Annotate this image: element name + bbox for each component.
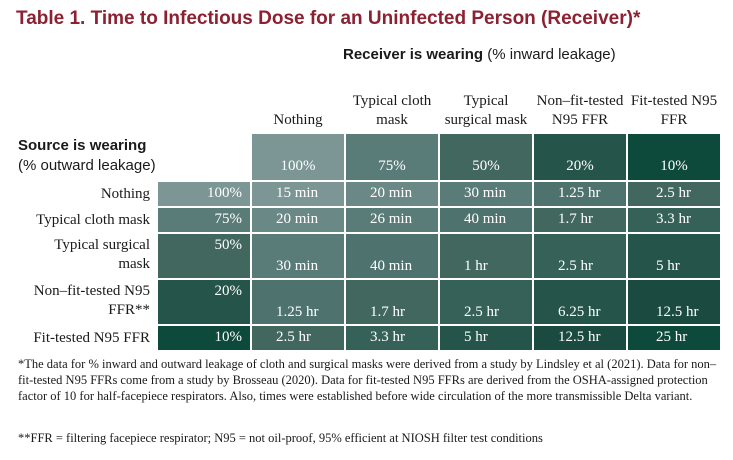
column-header-percent: 75% — [346, 134, 438, 180]
column-header-label: Typical cloth mask — [352, 93, 432, 128]
row-source-percent: 100% — [158, 182, 250, 206]
table-cell: 25 hr — [628, 326, 720, 350]
column-header-percent: 100% — [252, 134, 344, 180]
table-cell: 26 min — [346, 208, 438, 232]
receiver-header-note: (% inward leakage) — [483, 46, 616, 63]
row-source-percent: 20% — [158, 280, 250, 324]
column-header-label: Typical surgical mask — [444, 93, 528, 128]
table-cell: 40 min — [346, 234, 438, 278]
table-title: Table 1. Time to Infectious Dose for an … — [16, 8, 641, 29]
row-label: Typical surgical mask — [54, 237, 150, 272]
table-cell: 15 min — [252, 182, 344, 206]
table-cell: 12.5 hr — [534, 326, 626, 350]
table-cell: 1.25 hr — [534, 182, 626, 206]
row-label: Nothing — [100, 186, 150, 202]
receiver-header-bold: Receiver is wearing — [343, 46, 484, 63]
table-cell: 2.5 hr — [440, 280, 532, 324]
table-cell: 40 min — [440, 208, 532, 232]
column-header-label: Fit-tested N95 FFR — [630, 93, 718, 128]
table-cell: 2.5 hr — [534, 234, 626, 278]
table-cell: 1.7 hr — [346, 280, 438, 324]
table-cell: 1.25 hr — [252, 280, 344, 324]
table-cell: 30 min — [440, 182, 532, 206]
row-label: Fit-tested N95 FFR — [33, 330, 150, 346]
table-cell: 1.7 hr — [534, 208, 626, 232]
table-cell: 2.5 hr — [628, 182, 720, 206]
column-header-percent: 10% — [628, 134, 720, 180]
source-header-note: (% outward leakage) — [18, 157, 156, 174]
row-source-percent: 10% — [158, 326, 250, 350]
source-header: Source is wearing (% outward leakage) — [18, 136, 156, 176]
row-source-percent: 50% — [158, 234, 250, 278]
table-cell: 3.3 hr — [346, 326, 438, 350]
source-header-bold: Source is wearing — [18, 137, 147, 154]
table-cell: 2.5 hr — [252, 326, 344, 350]
table-cell: 20 min — [346, 182, 438, 206]
table-cell: 30 min — [252, 234, 344, 278]
table-cell: 12.5 hr — [628, 280, 720, 324]
table-cell: 5 hr — [628, 234, 720, 278]
table-cell: 5 hr — [440, 326, 532, 350]
row-source-percent: 75% — [158, 208, 250, 232]
table-cell: 20 min — [252, 208, 344, 232]
footnote-data-sources: *The data for % inward and outward leaka… — [18, 357, 717, 403]
column-header-label: Non–fit-tested N95 FFR — [536, 93, 624, 128]
receiver-header: Receiver is wearing (% inward leakage) — [343, 46, 616, 63]
row-label: Typical cloth mask — [36, 212, 150, 228]
row-label: Non–fit-tested N95 FFR** — [33, 283, 150, 318]
table-cell: 1 hr — [440, 234, 532, 278]
table-cell: 6.25 hr — [534, 280, 626, 324]
table-cell: 3.3 hr — [628, 208, 720, 232]
footnote-abbreviations: **FFR = filtering facepiece respirator; … — [18, 431, 543, 445]
column-header-percent: 20% — [534, 134, 626, 180]
column-header-percent: 50% — [440, 134, 532, 180]
column-header-label: Nothing — [273, 112, 323, 128]
